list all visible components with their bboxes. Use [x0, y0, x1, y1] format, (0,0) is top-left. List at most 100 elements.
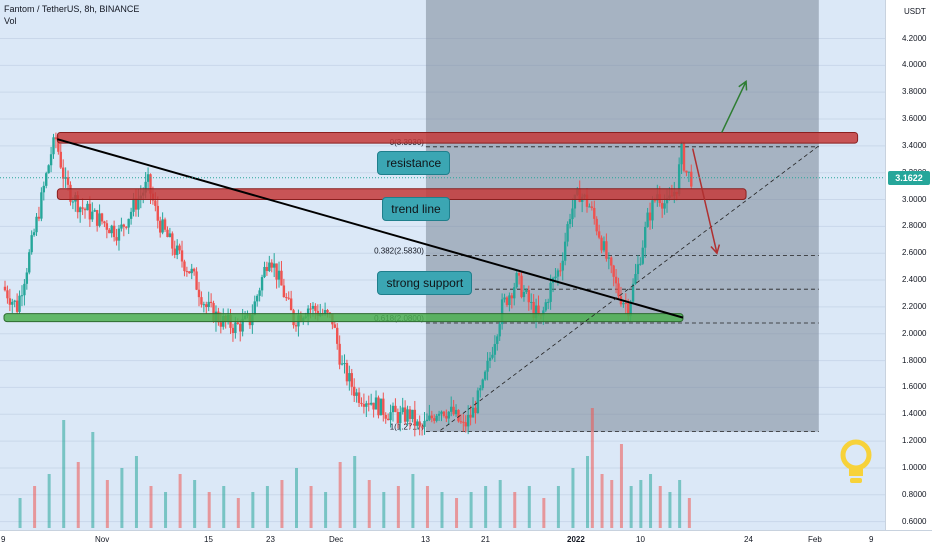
candle-body — [648, 212, 652, 221]
resistance-zone — [56, 131, 859, 144]
candle-body — [527, 290, 530, 303]
candle-body — [86, 203, 89, 211]
candle-body — [231, 327, 235, 333]
candle-body — [132, 198, 135, 212]
candle-body — [663, 203, 666, 209]
candle-body — [457, 409, 460, 422]
candle-body — [607, 257, 611, 259]
price-scale[interactable]: USDT 4.20004.00003.80003.60003.40003.200… — [885, 0, 932, 530]
candle-body — [522, 291, 526, 298]
candle-body — [253, 301, 256, 315]
time-tick-label: Feb — [808, 535, 822, 544]
candle-body — [384, 414, 387, 419]
time-tick-label: Dec — [329, 535, 344, 544]
candle-body — [166, 229, 169, 238]
candle-body — [394, 405, 397, 413]
candle-body — [18, 295, 21, 312]
candle-body — [54, 137, 58, 140]
volume-bar — [498, 480, 502, 528]
price-tick-label: 3.8000 — [902, 87, 927, 97]
candle-body — [644, 226, 647, 248]
candle-body — [45, 173, 48, 186]
volume-bar — [309, 486, 313, 528]
candle-body — [568, 219, 572, 225]
candle-body — [355, 392, 358, 396]
candle-body — [651, 200, 654, 221]
candle-body — [345, 363, 349, 382]
candle-body — [88, 203, 92, 220]
candle-body — [129, 211, 133, 219]
volume-bar — [687, 498, 691, 528]
candle-body — [323, 310, 327, 314]
candle-body — [488, 357, 492, 361]
candle-body — [122, 224, 126, 227]
candle-body — [154, 200, 157, 206]
candle-body — [163, 219, 167, 230]
candle-body — [636, 264, 640, 275]
candle-body — [66, 177, 70, 185]
volume-bar — [251, 492, 255, 528]
volume-bar — [178, 474, 182, 528]
candle-body — [442, 411, 446, 416]
candle-body — [117, 228, 121, 241]
candle-body — [510, 295, 514, 299]
time-scale[interactable]: 9 Nov 15 23 Dec 13 21 2022 10 24 Feb 9 — [0, 530, 932, 550]
volume-bar — [542, 498, 546, 528]
volume-bar — [338, 462, 342, 528]
candle-body — [411, 409, 414, 419]
volume-bar — [91, 432, 95, 528]
candle-body — [544, 302, 547, 311]
candle-body — [137, 198, 140, 210]
candle-body — [459, 421, 463, 423]
price-tick-label: 1.2000 — [902, 436, 927, 446]
candle-body — [149, 174, 152, 194]
volume-bar — [18, 498, 22, 528]
candle-body — [93, 210, 96, 212]
candle-body — [280, 270, 283, 286]
volume-bar — [295, 468, 298, 528]
candle-body — [306, 308, 310, 317]
candle-body — [25, 272, 29, 284]
candle-body — [503, 297, 506, 300]
candle-body — [597, 231, 601, 238]
candle-body — [294, 325, 298, 327]
candle-body — [78, 207, 82, 213]
down-arrowhead-icon — [710, 244, 721, 255]
volume-bar — [164, 492, 168, 528]
candle-body — [35, 216, 38, 233]
candle-body — [62, 167, 65, 179]
candle-body — [183, 261, 186, 272]
candle-body — [168, 233, 172, 238]
candle-body — [377, 397, 380, 416]
candle-body — [391, 405, 395, 413]
candle-body — [20, 295, 24, 297]
price-tick-label: 3.4000 — [902, 140, 927, 150]
lightbulb-icon[interactable] — [840, 438, 872, 490]
candle-body — [100, 213, 104, 222]
price-plot[interactable]: 0(3.3930)0.382(2.5830)0.618(2.0800)1(1.2… — [0, 0, 885, 530]
candle-body — [239, 323, 242, 332]
candle-body — [64, 177, 67, 179]
candle-body — [537, 305, 540, 314]
candle-body — [175, 245, 179, 255]
candle-body — [437, 413, 441, 416]
volume-bar — [484, 486, 488, 528]
time-tick-label: 10 — [636, 535, 645, 544]
candle-body — [474, 407, 477, 414]
time-tick-label: 9 — [1, 535, 6, 544]
up-arrow-icon — [721, 81, 747, 133]
candle-body — [202, 304, 206, 306]
annotation-callout: resistance — [377, 151, 451, 176]
volume-bar — [149, 486, 153, 528]
candle-body — [452, 406, 455, 415]
candle-body — [42, 185, 45, 193]
time-tick-label: 13 — [421, 535, 430, 544]
candle-body — [52, 137, 55, 155]
candle-body — [593, 207, 596, 219]
up-arrowhead-icon — [738, 80, 748, 91]
volume-bar — [513, 492, 517, 528]
candle-body — [530, 301, 533, 303]
price-tick-label: 1.4000 — [902, 409, 927, 419]
candle-body — [205, 304, 208, 308]
